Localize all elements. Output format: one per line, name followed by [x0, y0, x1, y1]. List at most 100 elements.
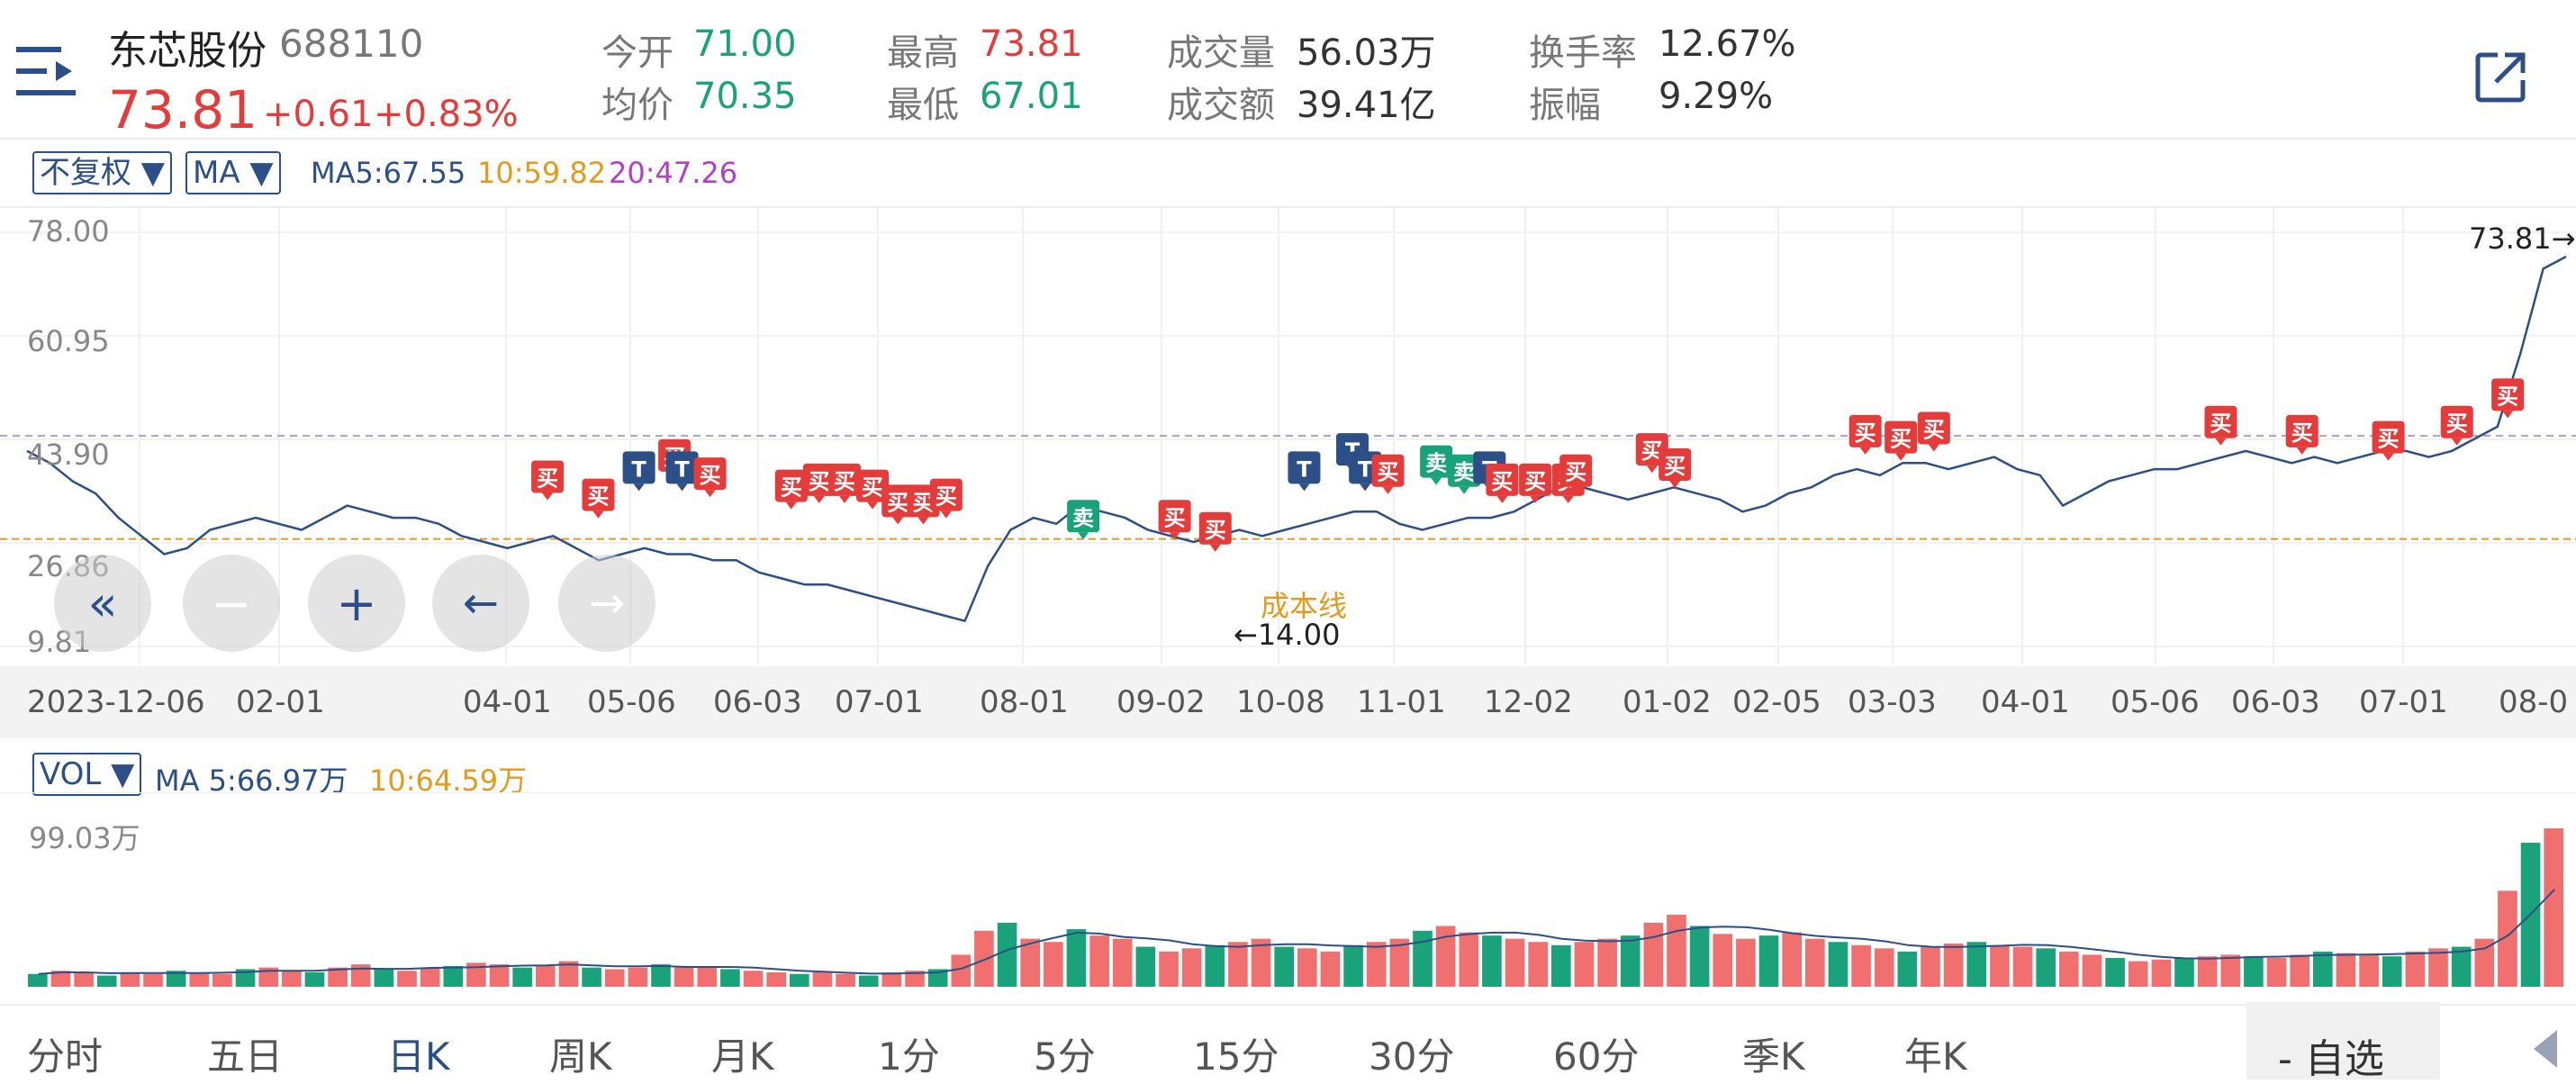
x-tick: 03-03: [1848, 684, 1937, 720]
tab-period[interactable]: 日K: [387, 1034, 450, 1079]
last-price-label: 73.81→: [2469, 221, 2576, 256]
trade-marker-pointer: [676, 483, 688, 492]
menu-icon[interactable]: [16, 43, 76, 99]
volume-bar: [1459, 932, 1479, 987]
trade-marker-label: 买: [1378, 460, 1399, 485]
x-tick: 11-01: [1357, 684, 1446, 720]
trade-marker-label: 买: [834, 469, 855, 494]
trade-marker-pointer: [2382, 453, 2394, 461]
zoom-in-button[interactable]: +: [308, 555, 405, 652]
trade-marker-pointer: [704, 490, 716, 498]
trade-marker-pointer: [2502, 411, 2514, 419]
tab-period[interactable]: 60分: [1553, 1034, 1640, 1079]
kline-chart[interactable]: 买买T买T买买买买买买买买卖买买TTT买卖卖T买买买买买买买买买买买买买买: [0, 205, 2576, 664]
pan-forward-button[interactable]: →: [558, 555, 655, 652]
trade-marker-box: [1519, 463, 1552, 496]
volume-bar: [189, 972, 210, 987]
volume-bar: [466, 962, 486, 987]
trade-marker-label: 买: [1164, 505, 1186, 530]
tab-period[interactable]: 月K: [711, 1034, 774, 1079]
tab-period[interactable]: 5分: [1034, 1034, 1096, 1079]
volume-bar: [235, 969, 256, 987]
tab-period[interactable]: 分时: [27, 1034, 104, 1079]
x-axis-band: [0, 666, 2576, 738]
tab-period[interactable]: 30分: [1369, 1034, 1455, 1079]
tab-period[interactable]: 年K: [1904, 1034, 1967, 1079]
trade-marker-t: T: [665, 451, 699, 492]
trade-marker-label: 买: [809, 469, 830, 494]
volume-bar: [651, 964, 671, 987]
trade-marker-label: 买: [1855, 420, 1876, 446]
trade-marker-box: [802, 463, 836, 496]
trade-marker-box: [856, 469, 890, 502]
volume-bar: [1643, 922, 1664, 987]
volume-bar: [2012, 946, 2033, 987]
tab-period[interactable]: 15分: [1193, 1034, 1279, 1079]
trade-marker-pointer: [1209, 544, 1221, 552]
volume-bar: [582, 967, 601, 987]
price-line: [26, 255, 2567, 623]
trade-marker-box: [2285, 414, 2318, 447]
stat-value-amplitude: 9.29%: [1659, 76, 1774, 117]
tab-period[interactable]: 周K: [549, 1034, 612, 1079]
volume-bar: [2313, 951, 2333, 987]
ma-dropdown[interactable]: MA ▼: [185, 151, 281, 194]
stock-code: 688110: [279, 22, 424, 66]
collapse-left-icon[interactable]: [2528, 1026, 2564, 1071]
volume-bar: [905, 971, 925, 987]
trade-marker-pointer: [1496, 495, 1508, 503]
trade-marker-label: T: [1297, 456, 1312, 482]
zoom-out-button[interactable]: −: [183, 555, 280, 652]
period-tab-bar: [0, 1004, 2576, 1081]
jump-start-button[interactable]: «: [54, 555, 151, 652]
vol-dropdown[interactable]: VOL ▼: [32, 753, 142, 796]
volume-bar: [2359, 954, 2379, 987]
trade-marker-buy: 买: [2204, 405, 2237, 446]
pan-back-button[interactable]: ←: [432, 555, 529, 652]
tab-period[interactable]: 1分: [878, 1034, 940, 1079]
share-external-icon[interactable]: [2474, 50, 2528, 104]
trade-marker-box: [1198, 511, 1232, 545]
trade-marker-box: [1917, 411, 1950, 445]
x-tick: 08-0: [2499, 684, 2569, 720]
volume-bar: [2498, 890, 2517, 987]
trade-marker-label: T: [1358, 456, 1373, 482]
trade-marker-buy: 买: [856, 469, 890, 510]
volume-bar: [1551, 944, 1571, 987]
trade-marker-label: 买: [1664, 454, 1686, 479]
volume-bar: [1990, 944, 2010, 987]
watchlist-button[interactable]: [2246, 1002, 2440, 1079]
volume-bar: [974, 930, 994, 987]
volume-bar: [628, 967, 648, 987]
volume-bar: [812, 972, 833, 987]
volume-bar: [212, 973, 232, 987]
volume-bar: [1782, 932, 1802, 987]
trade-marker-label: T: [631, 456, 646, 482]
trade-marker-buy: 买: [531, 460, 565, 501]
x-tick: 08-01: [980, 684, 1069, 720]
volume-bar: [1897, 951, 1918, 987]
volume-bar: [2405, 951, 2426, 987]
stat-value-high: 73.81: [980, 23, 1083, 65]
trade-marker-label: 买: [935, 484, 957, 510]
trade-marker-sell: 卖: [1420, 445, 1453, 485]
trade-marker-buy: 买: [582, 478, 615, 519]
volume-bar: [2451, 946, 2472, 987]
trade-marker-buy: 买: [1559, 454, 1593, 494]
stat-label-high: 最高: [887, 32, 959, 74]
volume-bar: [1574, 942, 1595, 987]
tab-period[interactable]: 五日: [207, 1034, 284, 1079]
volume-bar: [512, 967, 532, 987]
trade-marker-pointer: [542, 492, 554, 501]
trade-marker-buy: 买: [2372, 420, 2405, 461]
trade-marker-box: [881, 484, 915, 518]
volume-bar: [673, 965, 694, 987]
trade-marker-t: T: [622, 451, 655, 492]
volume-bar: [604, 969, 625, 987]
tab-period[interactable]: 季K: [1742, 1034, 1805, 1079]
trade-marker-pointer: [1570, 486, 1582, 494]
volume-bar: [2059, 951, 2079, 987]
adjust-dropdown[interactable]: 不复权 ▼: [32, 151, 172, 194]
volume-bar: [1689, 926, 1710, 987]
volume-chart[interactable]: [0, 792, 2576, 990]
